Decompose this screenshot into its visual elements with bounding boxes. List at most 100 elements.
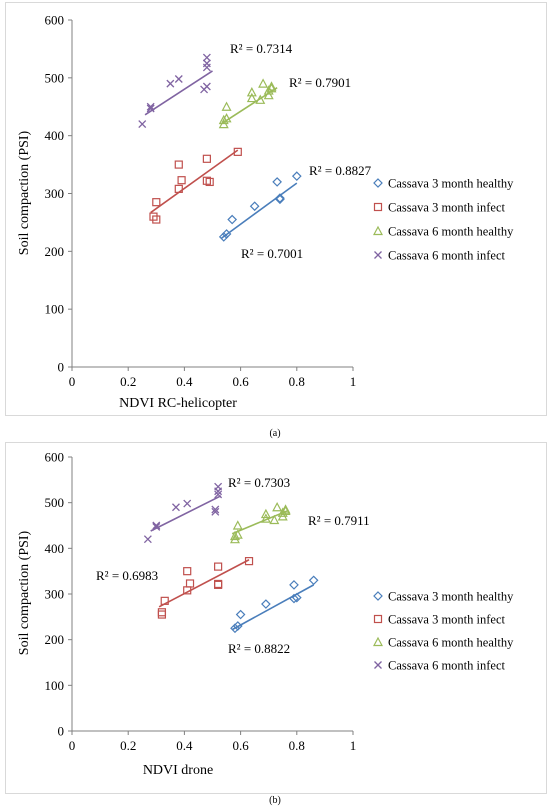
figure-caption-a: (a) <box>269 428 281 439</box>
y-tick-label: 200 <box>45 632 65 647</box>
r-squared-label: R² = 0.6983 <box>96 568 158 583</box>
legend-marker <box>373 614 383 624</box>
data-point <box>244 557 254 566</box>
y-tick-label: 0 <box>58 724 65 739</box>
trend-line <box>150 495 222 532</box>
legend-marker <box>373 178 383 188</box>
data-point <box>289 593 299 604</box>
data-point <box>227 214 238 225</box>
legend: Cassava 3 month healthy Cassava 3 month i… <box>373 177 514 263</box>
data-point <box>205 177 214 187</box>
x-axis-title: NDVI RC-helicopter <box>119 396 237 411</box>
data-point <box>246 92 257 103</box>
series-2 <box>218 78 278 129</box>
data-point <box>177 176 186 185</box>
figure-caption-b: (b) <box>269 795 281 806</box>
x-tick-label: 0.6 <box>232 374 249 389</box>
data-point <box>214 482 223 491</box>
data-point <box>143 535 152 544</box>
data-point <box>230 623 240 634</box>
x-tick-label: 0.6 <box>232 738 249 753</box>
chart-panel-b: 0 100 200 300 400 500 600 0 0.2 0.4 0.6 0.8 1 NDVI dr… <box>5 442 547 794</box>
data-point <box>232 520 243 530</box>
data-point <box>280 505 291 515</box>
data-point <box>185 579 195 588</box>
data-point <box>211 505 220 514</box>
data-point <box>146 104 155 113</box>
data-point <box>272 177 282 187</box>
data-point <box>308 575 319 586</box>
data-point <box>157 610 167 619</box>
series-1 <box>149 147 242 224</box>
data-point <box>214 580 223 589</box>
x-tick-label: 0 <box>69 374 76 389</box>
data-point <box>272 501 283 512</box>
data-point <box>233 147 242 156</box>
data-point <box>232 621 243 631</box>
data-point <box>235 609 246 620</box>
data-point <box>260 513 271 523</box>
data-point <box>266 82 277 93</box>
data-point <box>202 154 211 163</box>
legend-marker <box>373 202 383 212</box>
scatter-chart-a: 0 100 200 300 400 500 600 0 0.2 0.4 0.6 0.8 1 NDVI RC… <box>17 13 514 412</box>
trend-line <box>150 149 239 214</box>
r-squared-label: R² = 0.7901 <box>289 75 351 90</box>
data-point <box>291 171 302 181</box>
data-point <box>202 176 211 185</box>
data-point <box>202 53 211 62</box>
data-point <box>202 82 211 91</box>
data-point <box>160 596 169 605</box>
data-point <box>218 232 229 242</box>
legend-label: Cassava 3 month healthy <box>388 177 514 191</box>
legend-label: Cassava 6 month healthy <box>388 636 514 650</box>
data-point <box>211 507 220 516</box>
data-point <box>183 499 192 508</box>
legend-label: Cassava 3 month healthy <box>388 590 514 604</box>
data-point <box>146 102 155 111</box>
r-squared-label: R² = 0.8827 <box>309 163 372 178</box>
data-point <box>277 511 288 521</box>
data-point <box>172 503 180 512</box>
data-point <box>229 530 240 541</box>
data-point <box>152 215 161 224</box>
data-point <box>280 504 291 514</box>
data-point <box>261 599 271 609</box>
x-tick-label: 0.8 <box>289 374 305 389</box>
r-squared-label: R² = 0.8822 <box>228 641 290 656</box>
data-point <box>202 59 211 68</box>
trend-line <box>231 584 315 631</box>
series-3 <box>138 53 213 129</box>
x-tick-label: 1 <box>350 374 357 389</box>
data-point <box>258 78 269 88</box>
x-tick-label: 0.2 <box>120 374 136 389</box>
y-tick-label: 300 <box>45 186 65 201</box>
y-tick-label: 0 <box>58 360 65 375</box>
y-axis-title: Soil compaction (PSI) <box>17 130 32 255</box>
data-point <box>152 521 161 530</box>
legend-marker <box>373 636 383 647</box>
data-point <box>166 79 175 88</box>
data-point <box>291 592 302 603</box>
data-point <box>263 89 274 100</box>
data-point <box>152 198 161 207</box>
data-point <box>221 113 232 123</box>
y-tick-label: 400 <box>45 128 65 143</box>
trend-line <box>231 509 289 535</box>
series-0 <box>230 575 319 634</box>
legend-marker <box>373 591 383 601</box>
legend-label: Cassava 3 month infect <box>388 201 506 215</box>
legend-label: Cassava 6 month infect <box>388 249 506 263</box>
r-squared-label: R² = 0.7303 <box>228 475 290 490</box>
x-tick-label: 1 <box>350 738 357 753</box>
y-tick-label: 300 <box>45 587 65 602</box>
series-0 <box>218 171 302 242</box>
data-point <box>246 87 257 97</box>
data-point <box>269 514 280 525</box>
data-point <box>221 101 232 111</box>
legend-marker <box>373 225 383 236</box>
x-tick-label: 0.4 <box>176 374 193 389</box>
y-tick-label: 600 <box>45 450 65 465</box>
data-point <box>183 567 192 576</box>
data-point <box>174 184 183 193</box>
